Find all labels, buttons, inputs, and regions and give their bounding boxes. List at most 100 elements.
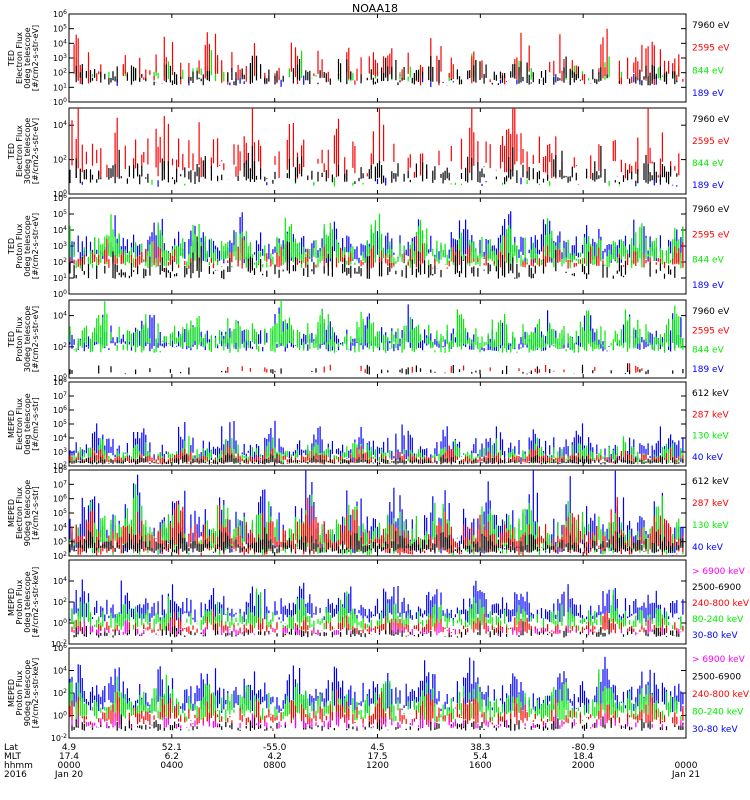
legend-label: 7960 eV bbox=[692, 205, 730, 215]
legend-label: 2595 eV bbox=[692, 137, 730, 147]
legend-label: 30-80 keV bbox=[692, 631, 738, 641]
y-tick-label: 108 bbox=[53, 465, 67, 475]
legend-label: > 6900 keV bbox=[692, 567, 746, 577]
y-tick-label: 106 bbox=[53, 193, 67, 203]
x-axis-row-label: 2016 bbox=[4, 770, 27, 780]
series-trace bbox=[75, 55, 678, 86]
legend-label: 240-800 keV bbox=[692, 690, 750, 700]
y-axis-label: Proton Flux bbox=[15, 670, 24, 715]
y-tick-label: 108 bbox=[53, 377, 67, 387]
y-axis-label: Electron Flux bbox=[15, 398, 24, 450]
legend-label: 189 eV bbox=[692, 365, 725, 375]
legend-label: 80-240 keV bbox=[692, 708, 744, 718]
x-tick-label-lat: 4.5 bbox=[370, 743, 384, 753]
legend-label: 287 keV bbox=[692, 410, 729, 420]
y-tick-label: 100 bbox=[53, 289, 67, 299]
y-axis-label: TED bbox=[7, 50, 16, 67]
x-axis-row-label: Lat bbox=[4, 743, 19, 753]
y-tick-label: 106 bbox=[53, 9, 67, 19]
legend-label: 130 keV bbox=[692, 432, 729, 442]
x-tick-label-hhmm: 1200 bbox=[366, 761, 389, 771]
y-tick-label: 102 bbox=[53, 597, 67, 607]
legend-label: 2595 eV bbox=[692, 230, 730, 240]
x-tick-label-hhmm: 0400 bbox=[160, 761, 183, 771]
y-axis-label: Electron Flux bbox=[15, 32, 24, 84]
y-tick-label: 100 bbox=[53, 618, 67, 628]
y-axis-label: 0deg telescope bbox=[23, 571, 32, 632]
y-axis-label: Proton Flux bbox=[15, 223, 24, 268]
y-tick-label: 107 bbox=[53, 479, 67, 489]
y-axis-label: [#/cm2-s-str] bbox=[31, 486, 40, 539]
series-trace bbox=[71, 108, 680, 179]
legend-label: 40 keV bbox=[692, 543, 724, 553]
legend-label: 844 eV bbox=[692, 66, 725, 76]
y-axis-label: 0deg telescope bbox=[23, 27, 32, 88]
legend-label: 844 eV bbox=[692, 346, 725, 356]
y-axis-label: MEPED bbox=[7, 410, 16, 438]
legend-label: 612 keV bbox=[692, 389, 729, 399]
x-tick-label-date: Jan 21 bbox=[671, 770, 700, 780]
x-tick-label-lat: 38.3 bbox=[470, 743, 490, 753]
y-axis-label: 90deg telescope bbox=[23, 480, 32, 547]
legend-label: > 6900 keV bbox=[692, 655, 746, 665]
series-trace bbox=[73, 617, 684, 636]
y-tick-label: 106 bbox=[53, 643, 67, 653]
y-tick-label: 105 bbox=[53, 209, 67, 219]
y-axis-label: [#/cm2-s-str-eV] bbox=[31, 306, 40, 372]
y-tick-label: 103 bbox=[53, 241, 67, 251]
series-trace bbox=[81, 177, 678, 187]
y-axis-label: Electron Flux bbox=[15, 487, 24, 539]
x-axis-row-label: hhmm bbox=[4, 761, 33, 771]
series-trace bbox=[69, 453, 684, 465]
series-trace bbox=[69, 363, 684, 375]
y-tick-label: 101 bbox=[53, 82, 67, 92]
y-tick-label: 102 bbox=[53, 551, 67, 561]
y-tick-label: 107 bbox=[53, 391, 67, 401]
y-tick-label: 104 bbox=[53, 311, 67, 321]
y-axis-label: MEPED bbox=[7, 588, 16, 616]
legend-label: 844 eV bbox=[692, 256, 725, 266]
y-axis-label: MEPED bbox=[7, 499, 16, 527]
x-tick-label-hhmm: 0000 bbox=[58, 761, 81, 771]
y-tick-label: 104 bbox=[53, 576, 67, 586]
x-tick-label-hhmm: 0800 bbox=[263, 761, 286, 771]
y-axis-label: [#/cm2-s-str-eV] bbox=[31, 118, 40, 184]
x-axis-row-label: MLT bbox=[4, 752, 22, 762]
x-tick-label-mlt: 6.2 bbox=[165, 752, 179, 762]
y-tick-label: 102 bbox=[53, 688, 67, 698]
x-tick-label-mlt: 17.5 bbox=[367, 752, 387, 762]
y-tick-label: 102 bbox=[53, 257, 67, 267]
series-trace bbox=[73, 28, 684, 86]
y-axis-label: [#/cm2-s-str-eV] bbox=[31, 25, 40, 91]
y-tick-label: 104 bbox=[53, 120, 67, 130]
y-tick-label: 105 bbox=[53, 508, 67, 518]
y-tick-label: 102 bbox=[53, 461, 67, 471]
y-tick-label: 101 bbox=[53, 273, 67, 283]
y-tick-label: 106 bbox=[53, 405, 67, 415]
x-tick-label-mlt: 5.4 bbox=[473, 752, 488, 762]
legend-label: 130 keV bbox=[692, 521, 729, 531]
x-tick-label-lat: -80.9 bbox=[572, 743, 596, 753]
series-trace bbox=[69, 145, 678, 185]
x-tick-label-mlt: 18.4 bbox=[573, 752, 593, 762]
x-tick-label-hhmm: 1600 bbox=[469, 761, 492, 771]
y-tick-label: 100 bbox=[53, 97, 67, 107]
legend-label: 80-240 keV bbox=[692, 615, 744, 625]
y-axis-label: TED bbox=[7, 331, 16, 348]
legend-label: 844 eV bbox=[692, 159, 725, 169]
y-axis-label: [#/cm2-s-str-keV] bbox=[31, 567, 40, 638]
y-tick-label: 105 bbox=[53, 24, 67, 34]
y-tick-label: 104 bbox=[53, 38, 67, 48]
series-trace bbox=[151, 177, 620, 187]
y-tick-label: 102 bbox=[53, 342, 67, 352]
y-tick-label: 10-2 bbox=[51, 733, 67, 743]
legend-label: 2595 eV bbox=[692, 326, 730, 336]
y-tick-label: 10-2 bbox=[51, 639, 67, 649]
y-axis-label: Proton Flux bbox=[15, 316, 24, 361]
series-trace bbox=[71, 712, 684, 729]
y-tick-label: 100 bbox=[53, 711, 67, 721]
legend-label: 2595 eV bbox=[692, 44, 730, 54]
y-axis-label: TED bbox=[7, 238, 16, 255]
